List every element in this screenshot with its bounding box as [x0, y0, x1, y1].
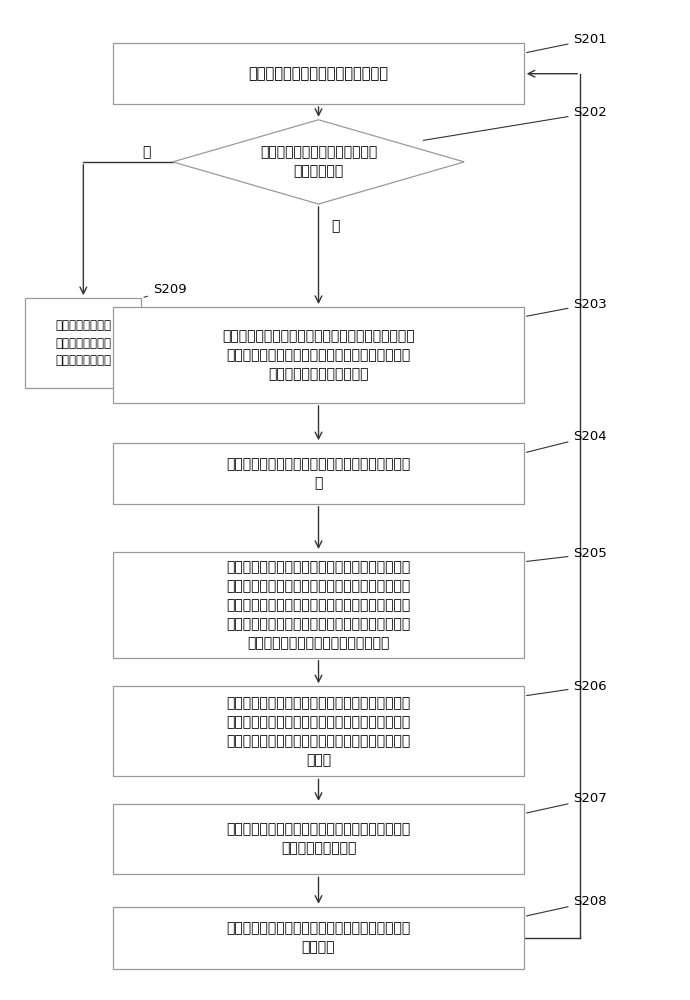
Text: S205: S205 [526, 547, 607, 561]
Text: S203: S203 [526, 298, 607, 316]
FancyBboxPatch shape [113, 804, 524, 874]
FancyBboxPatch shape [113, 43, 524, 104]
Text: 若剩余能量分布系数大于预设均衡系数，将任意一个
传感器节点作为目标节点，计算目标节点受到来自
其他各传感器节点的虚拟力: 若剩余能量分布系数大于预设均衡系数，将任意一个 传感器节点作为目标节点，计算目标… [222, 329, 415, 381]
Text: S209: S209 [144, 283, 186, 297]
FancyBboxPatch shape [113, 443, 524, 504]
FancyBboxPatch shape [113, 686, 524, 776]
Polygon shape [172, 120, 464, 204]
FancyBboxPatch shape [113, 307, 524, 403]
Text: 根据各传感器节点所受到的虚拟力合力，计算各传
感器节点的坐标信息: 根据各传感器节点所受到的虚拟力合力，计算各传 感器节点的坐标信息 [226, 823, 411, 856]
Text: S201: S201 [526, 33, 607, 53]
Text: S206: S206 [526, 680, 607, 696]
Text: S208: S208 [526, 895, 607, 916]
Text: 根据目标节点与其他各传感器节点之间归一化的能
量调节函数值、以及目标节点受到来自其他各传感
器节点的虚拟力，计算各传感器节点所受到的虚拟
力合力: 根据目标节点与其他各传感器节点之间归一化的能 量调节函数值、以及目标节点受到来自… [226, 696, 411, 767]
Text: S204: S204 [526, 430, 607, 452]
Text: 否: 否 [142, 145, 150, 159]
Text: 计算目标节点与其他各传感器节点之间的能量差系
数: 计算目标节点与其他各传感器节点之间的能量差系 数 [226, 457, 411, 490]
Text: S207: S207 [526, 792, 607, 813]
Text: S202: S202 [423, 106, 607, 140]
Text: 是: 是 [331, 219, 339, 233]
Text: 若剩余能量分布系
数小于或者等于预
设均衡系数，结束: 若剩余能量分布系 数小于或者等于预 设均衡系数，结束 [55, 319, 111, 367]
Text: 判断剩余能量分布系数是否大于
预设均衡系数: 判断剩余能量分布系数是否大于 预设均衡系数 [260, 145, 377, 178]
FancyBboxPatch shape [26, 298, 141, 388]
Text: 计算传感器网络的剩余能量分布系数: 计算传感器网络的剩余能量分布系数 [248, 66, 388, 81]
FancyBboxPatch shape [113, 907, 524, 969]
FancyBboxPatch shape [113, 552, 524, 658]
Text: 根据所各传感器节点的坐标信息，更新各传感器节
点的位置: 根据所各传感器节点的坐标信息，更新各传感器节 点的位置 [226, 922, 411, 955]
Text: 根据目标节点与其他各传感器节点之间的能量差系
数、剩余能量分布系数、上一轮均衡处理中目标节
点与其他各传感器节点之间的能量调节函数值、以
及本轮的预设调节系数，: 根据目标节点与其他各传感器节点之间的能量差系 数、剩余能量分布系数、上一轮均衡处… [226, 560, 411, 650]
